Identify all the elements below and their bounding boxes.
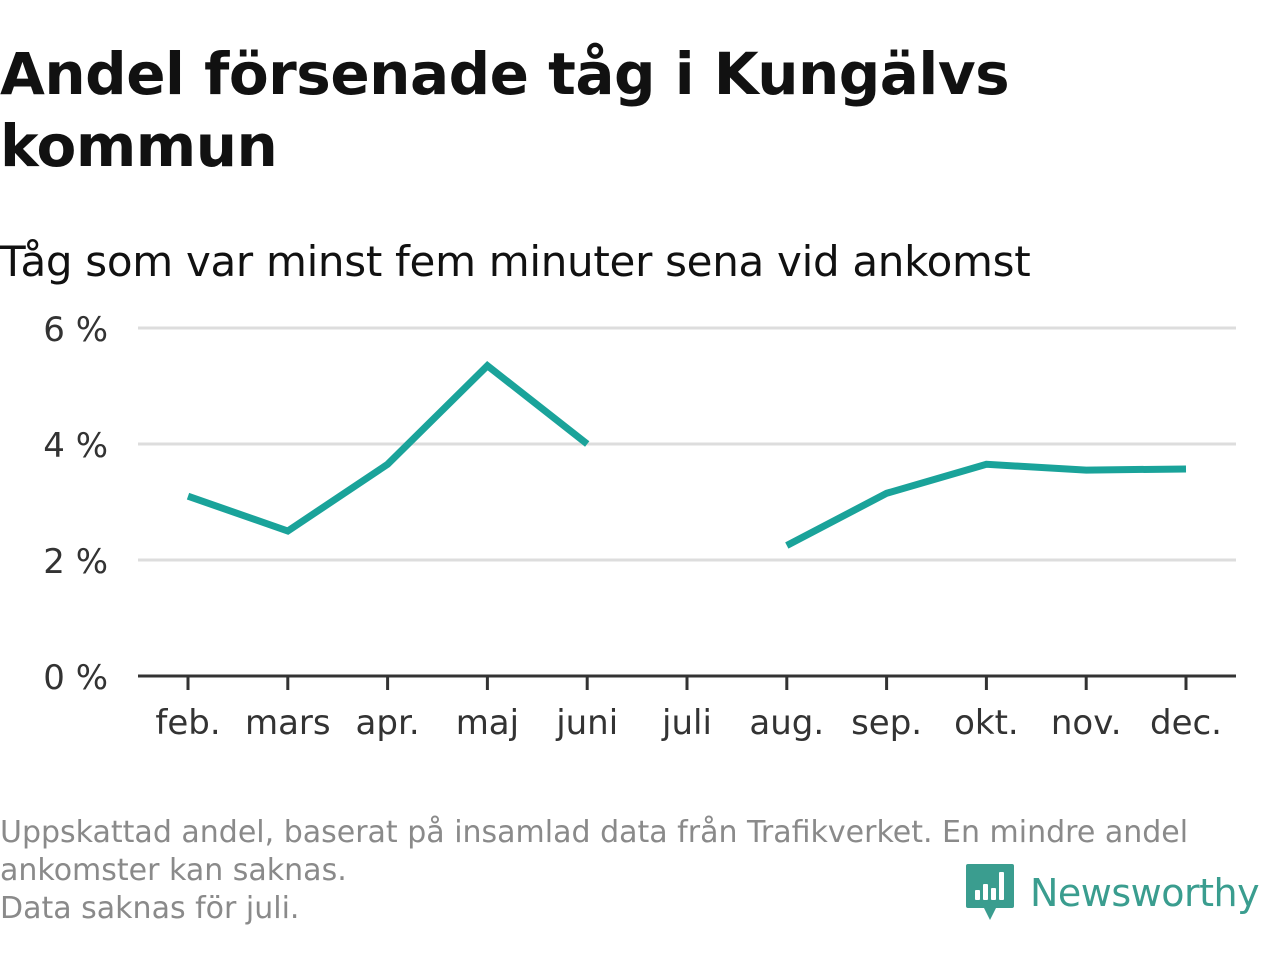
data-series [186, 361, 1187, 549]
y-tick-label: 2 % [43, 542, 108, 582]
x-tick-label: juli [661, 703, 712, 743]
chart-subtitle: Tåg som var minst fem minuter sena vid a… [0, 237, 1031, 286]
x-tick-label: mars [245, 703, 331, 743]
x-tick-label: juni [555, 703, 618, 743]
x-axis-tick-labels: feb. mars apr. maj juni juli aug. sep. okt. nov. d… [155, 703, 1222, 743]
y-tick-label: 4 % [43, 426, 108, 466]
footnote-line: Uppskattad andel, baserat på insamlad da… [0, 815, 1189, 850]
series-line [785, 460, 1187, 549]
x-axis [138, 674, 1236, 690]
footnote-line: Data saknas för juli. [0, 891, 300, 926]
footnote-line: ankomster kan saknas. [0, 853, 347, 888]
series-line [186, 361, 590, 535]
y-tick-label: 0 % [43, 658, 108, 698]
x-tick-label: okt. [954, 703, 1019, 743]
brand-logo: Newsworthy [964, 862, 1260, 924]
x-tick-label: aug. [749, 703, 824, 743]
x-tick-label: sep. [851, 703, 922, 743]
y-tick-label: 6 % [43, 310, 108, 350]
x-tick-label: maj [456, 703, 519, 743]
x-tick-label: apr. [356, 703, 420, 743]
x-tick-label: feb. [155, 703, 220, 743]
newsworthy-logo-icon [966, 864, 1014, 920]
brand-name: Newsworthy [1030, 871, 1260, 915]
footnote: Uppskattad andel, baserat på insamlad da… [0, 814, 1270, 928]
chart-title: Andel försenade tåg i Kungälvs kommun [0, 40, 1010, 180]
gridlines [138, 326, 1236, 562]
y-axis-tick-labels: 0 % 2 % 4 % 6 % [43, 310, 108, 698]
x-tick-label: nov. [1051, 703, 1122, 743]
x-tick-label: dec. [1150, 703, 1222, 743]
